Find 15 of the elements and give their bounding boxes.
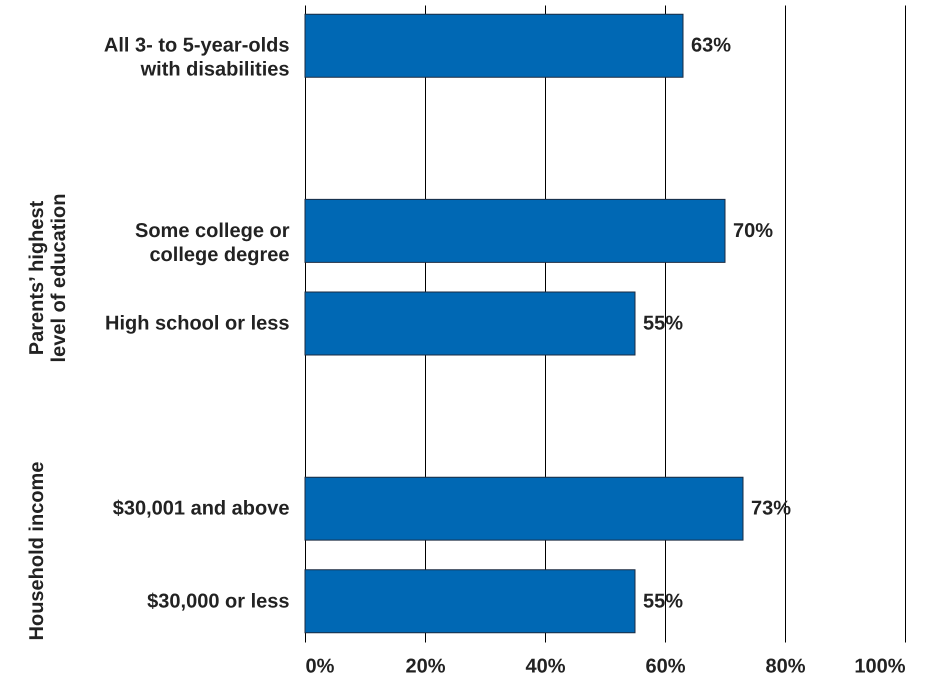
y-tick-label: $30,001 and above: [112, 498, 290, 520]
y-tick-label: All 3- to 5-year-olds with disabilities: [104, 34, 290, 81]
x-tick-label: 40%: [525, 656, 566, 678]
x-tick-label: 80%: [765, 656, 806, 678]
x-tick-label: 60%: [645, 656, 686, 678]
y-tick-label: $30,000 or less: [147, 590, 290, 612]
data-label: 70%: [733, 220, 774, 242]
text: Household income: [26, 462, 48, 640]
data-label: 63%: [691, 34, 732, 57]
x-tick-label: 100%: [854, 656, 906, 678]
y-tick-label: Some college or college degree: [135, 220, 290, 266]
text: Parents’ highest level of education: [26, 194, 70, 362]
x-tick-label: 20%: [405, 656, 446, 678]
x-tick-label: 0%: [306, 656, 335, 678]
y-tick-label: High school or less: [105, 312, 290, 334]
